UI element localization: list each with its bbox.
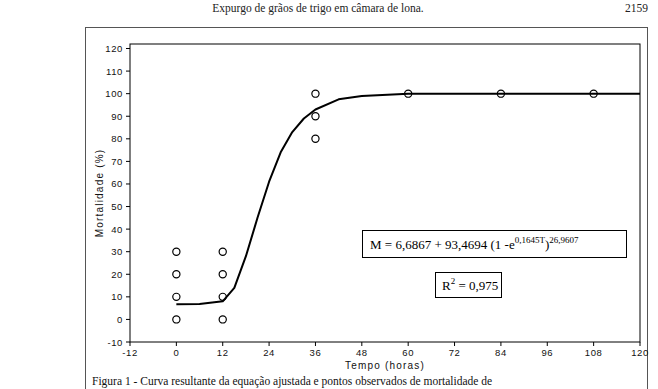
figure-caption: Figura 1 - Curva resultante da equação a… [92, 375, 492, 388]
y-tick [126, 206, 130, 207]
y-tick [126, 116, 130, 117]
r-symbol: R [442, 278, 451, 293]
x-tick-label: 108 [585, 347, 603, 358]
x-tick-label: 72 [449, 347, 461, 358]
fitted-curve [176, 94, 640, 305]
axes: -10 0 10 20 30 40 50 60 70 80 90 100 110 120 -12 0 12 24 3… [105, 43, 648, 358]
x-tick-label: 96 [541, 347, 553, 358]
equation-box [363, 231, 627, 258]
y-tick-label: 60 [111, 178, 123, 189]
y-tick [126, 138, 130, 139]
y-tick [126, 183, 130, 184]
running-header: Expurgo de grãos de trigo em câmara de l… [212, 2, 424, 15]
y-tick-label: 70 [111, 156, 123, 167]
x-tick-label: -12 [122, 347, 138, 358]
root: Expurgo de grãos de trigo em câmara de l… [0, 0, 658, 389]
x-tick-label: 48 [356, 347, 368, 358]
observed-point [173, 271, 180, 278]
r-value: = 0,975 [455, 278, 498, 293]
observed-point [312, 90, 319, 97]
x-tick-label: 120 [631, 347, 649, 358]
y-axis-title: Mortalidade (%) [94, 149, 105, 238]
figure-frame [86, 28, 648, 389]
y-tick [126, 229, 130, 230]
equation: M = 6,6867 + 93,4694 (1 -e0,1645T)26,960… [370, 235, 579, 252]
x-tick-label: 84 [495, 347, 507, 358]
x-tick [640, 342, 641, 346]
y-tick-label: 10 [111, 291, 123, 302]
y-tick [126, 71, 130, 72]
x-tick [222, 342, 223, 346]
y-tick-label: 0 [117, 314, 123, 325]
y-tick-label: 40 [111, 224, 123, 235]
y-tick [126, 251, 130, 252]
observed-point [312, 113, 319, 120]
y-tick [126, 161, 130, 162]
x-tick [361, 342, 362, 346]
y-tick-label: 110 [106, 66, 123, 77]
x-tick [315, 342, 316, 346]
y-tick-label: 50 [111, 201, 123, 212]
observed-point [219, 271, 226, 278]
x-axis-title: Tempo (horas) [345, 360, 425, 371]
y-tick-label: -10 [107, 337, 123, 348]
data-layer [173, 90, 640, 323]
y-tick-label: 90 [111, 111, 123, 122]
x-tick [500, 342, 501, 346]
observed-point [173, 316, 180, 323]
plot-frame [130, 44, 640, 342]
equation-base: M = 6,6867 + 93,4694 (1 -e [370, 237, 515, 252]
x-tick [130, 342, 131, 346]
x-tick-label: 12 [217, 347, 229, 358]
y-tick [126, 93, 130, 94]
y-tick [126, 48, 130, 49]
equation-exponent: 0,1645T [515, 235, 546, 245]
observed-point [312, 135, 319, 142]
r2-box [436, 273, 502, 298]
y-tick-label: 80 [111, 133, 123, 144]
x-tick [593, 342, 594, 346]
y-tick-label: 20 [111, 269, 123, 280]
x-tick [454, 342, 455, 346]
observed-point [173, 248, 180, 255]
x-tick [269, 342, 270, 346]
observed-point [219, 316, 226, 323]
x-tick-label: 24 [263, 347, 275, 358]
x-tick-label: 36 [310, 347, 322, 358]
observed-point [219, 248, 226, 255]
x-tick [547, 342, 548, 346]
y-tick [126, 342, 130, 343]
x-tick [408, 342, 409, 346]
x-tick-label: 60 [402, 347, 414, 358]
y-tick-label: 30 [111, 246, 123, 257]
y-tick-label: 120 [105, 43, 123, 54]
figure-page: Expurgo de grãos de trigo em câmara de l… [0, 0, 658, 389]
observed-point [173, 293, 180, 300]
y-tick-label: 100 [105, 88, 123, 99]
y-tick [126, 274, 130, 275]
r-squared: R2 = 0,975 [442, 276, 498, 293]
page-number: 2159 [625, 2, 648, 14]
y-tick [126, 319, 130, 320]
y-tick [126, 296, 130, 297]
equation-power: 26,9607 [549, 235, 579, 245]
x-tick [176, 342, 177, 346]
x-tick-label: 0 [173, 347, 179, 358]
